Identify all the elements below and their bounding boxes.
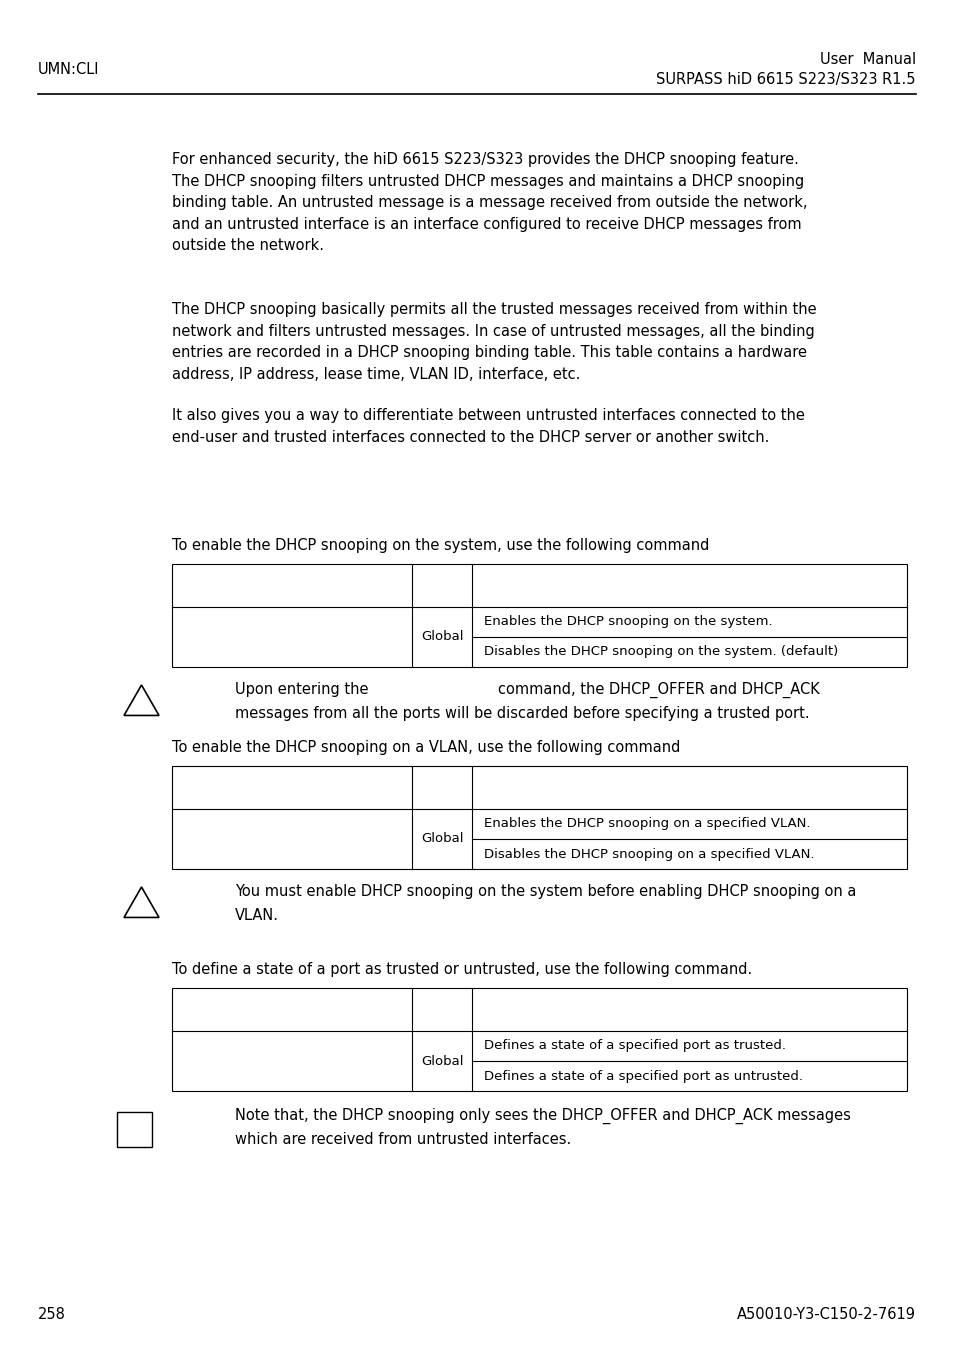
Text: Disables the DHCP snooping on the system. (default): Disables the DHCP snooping on the system… — [483, 645, 838, 659]
Text: 258: 258 — [38, 1307, 66, 1322]
Bar — [117, 1112, 152, 1148]
Text: SURPASS hiD 6615 S223/S323 R1.5: SURPASS hiD 6615 S223/S323 R1.5 — [656, 72, 915, 86]
Text: You must enable DHCP snooping on the system before enabling DHCP snooping on a: You must enable DHCP snooping on the sys… — [234, 884, 856, 899]
Text: Global: Global — [420, 833, 463, 845]
Bar — [172, 988, 906, 1091]
Text: Defines a state of a specified port as trusted.: Defines a state of a specified port as t… — [483, 1040, 785, 1053]
Text: To enable the DHCP snooping on a VLAN, use the following command: To enable the DHCP snooping on a VLAN, u… — [172, 740, 679, 755]
Text: Disables the DHCP snooping on a specified VLAN.: Disables the DHCP snooping on a specifie… — [483, 848, 814, 860]
Bar — [172, 765, 906, 869]
Text: Enables the DHCP snooping on a specified VLAN.: Enables the DHCP snooping on a specified… — [483, 818, 810, 830]
Text: Upon entering the                            command, the DHCP_OFFER and DHCP_AC: Upon entering the command, the DHCP_OFFE… — [234, 682, 819, 698]
Bar — [172, 564, 906, 667]
Text: User  Manual: User Manual — [819, 53, 915, 68]
Text: Note that, the DHCP snooping only sees the DHCP_OFFER and DHCP_ACK messages: Note that, the DHCP snooping only sees t… — [234, 1108, 850, 1125]
Text: Enables the DHCP snooping on the system.: Enables the DHCP snooping on the system. — [483, 616, 772, 629]
Text: which are received from untrusted interfaces.: which are received from untrusted interf… — [234, 1133, 571, 1147]
Text: messages from all the ports will be discarded before specifying a trusted port.: messages from all the ports will be disc… — [234, 706, 809, 721]
Text: Defines a state of a specified port as untrusted.: Defines a state of a specified port as u… — [483, 1069, 802, 1083]
Text: Global: Global — [420, 1054, 463, 1068]
Text: To enable the DHCP snooping on the system, use the following command: To enable the DHCP snooping on the syste… — [172, 539, 709, 553]
Text: VLAN.: VLAN. — [234, 909, 278, 923]
Text: UMN:CLI: UMN:CLI — [38, 62, 99, 77]
Text: The DHCP snooping basically permits all the trusted messages received from withi: The DHCP snooping basically permits all … — [172, 302, 816, 382]
Text: For enhanced security, the hiD 6615 S223/S323 provides the DHCP snooping feature: For enhanced security, the hiD 6615 S223… — [172, 153, 806, 254]
Text: A50010-Y3-C150-2-7619: A50010-Y3-C150-2-7619 — [737, 1307, 915, 1322]
Text: It also gives you a way to differentiate between untrusted interfaces connected : It also gives you a way to differentiate… — [172, 408, 804, 444]
Text: Global: Global — [420, 630, 463, 644]
Text: To define a state of a port as trusted or untrusted, use the following command.: To define a state of a port as trusted o… — [172, 963, 752, 977]
